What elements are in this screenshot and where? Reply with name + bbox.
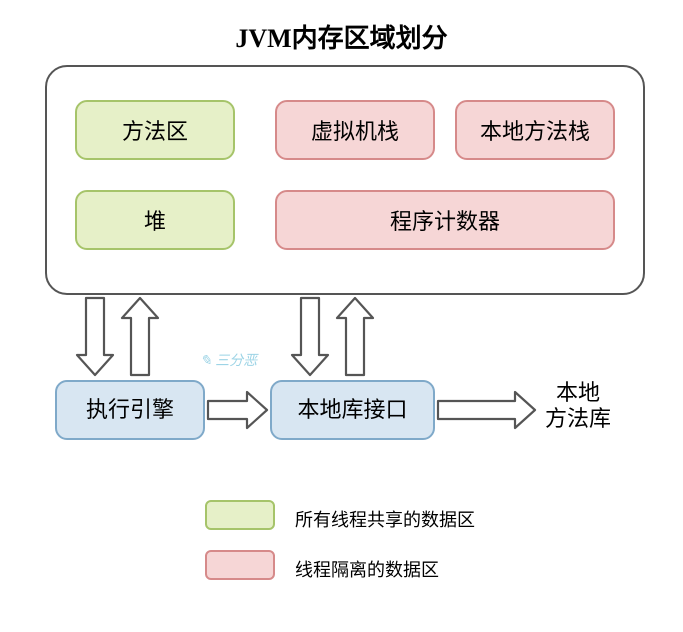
watermark: ✎ 三分恶 [200, 350, 257, 370]
legend-label-legend-shared: 所有线程共享的数据区 [295, 506, 475, 532]
legend-swatch-legend-shared [205, 500, 275, 530]
box-exec-engine: 执行引擎 [55, 380, 205, 440]
arrow-iface-outer-up [337, 298, 373, 375]
diagram-title: JVM内存区域划分 [0, 0, 683, 55]
legend-swatch-legend-isolated [205, 550, 275, 580]
region-pc-register: 程序计数器 [275, 190, 615, 250]
arrow-exec-to-iface [208, 392, 267, 428]
arrow-iface-to-lib [438, 392, 535, 428]
legend-label-legend-isolated: 线程隔离的数据区 [295, 556, 439, 582]
region-heap: 堆 [75, 190, 235, 250]
label-native-lib: 本地方法库 [545, 380, 611, 433]
arrow-outer-iface-down [292, 298, 328, 375]
region-method-area: 方法区 [75, 100, 235, 160]
arrow-exec-outer-up [122, 298, 158, 375]
region-vm-stack: 虚拟机栈 [275, 100, 435, 160]
region-native-stack: 本地方法栈 [455, 100, 615, 160]
arrow-outer-exec-down [77, 298, 113, 375]
box-native-iface: 本地库接口 [270, 380, 435, 440]
